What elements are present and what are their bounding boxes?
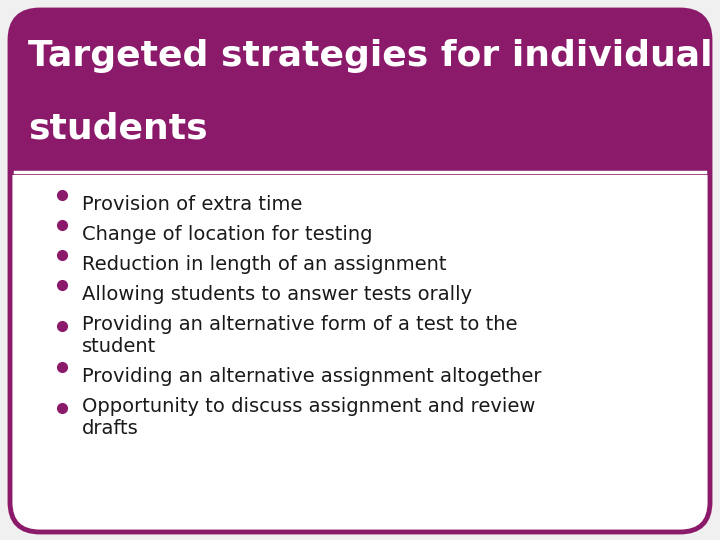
Text: Allowing students to answer tests orally: Allowing students to answer tests orally [82, 285, 472, 304]
Text: drafts: drafts [82, 419, 139, 438]
FancyBboxPatch shape [10, 10, 710, 175]
Text: Provision of extra time: Provision of extra time [82, 195, 302, 214]
Text: Targeted strategies for individual: Targeted strategies for individual [28, 39, 713, 73]
Text: student: student [82, 337, 156, 356]
Text: Reduction in length of an assignment: Reduction in length of an assignment [82, 255, 446, 274]
Text: students: students [28, 112, 207, 146]
Bar [10, 145, 710, 175]
Text: Opportunity to discuss assignment and review: Opportunity to discuss assignment and re… [82, 397, 536, 416]
Text: Providing an alternative assignment altogether: Providing an alternative assignment alto… [82, 367, 541, 386]
Text: Providing an alternative form of a test to the: Providing an alternative form of a test … [82, 315, 518, 334]
FancyBboxPatch shape [10, 10, 710, 532]
Text: Change of location for testing: Change of location for testing [82, 225, 372, 244]
